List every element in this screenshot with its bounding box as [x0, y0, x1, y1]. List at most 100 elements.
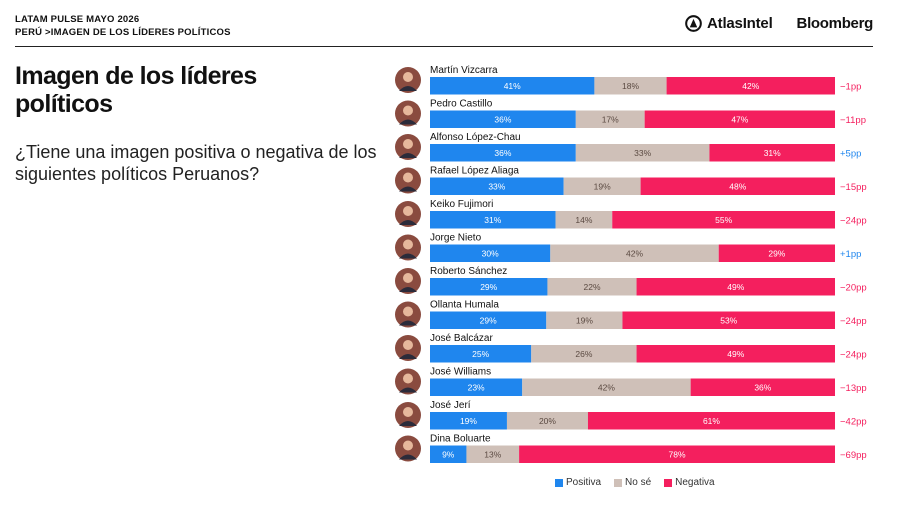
chart-legend: Positiva No sé Negativa — [555, 477, 715, 488]
bar-segment-unsure — [547, 278, 637, 296]
data-label-negative: 49% — [727, 349, 744, 359]
bar-segment-unsure — [531, 345, 637, 363]
data-label-negative: 53% — [720, 316, 737, 326]
data-label-unsure: 22% — [583, 282, 600, 292]
data-label-positive: 31% — [484, 215, 501, 225]
avatar-body-icon — [399, 320, 417, 326]
bar-segment-positive — [430, 211, 556, 229]
report-kicker: LATAM PULSE MAYO 2026 — [15, 14, 140, 25]
data-label-positive: 23% — [468, 383, 485, 393]
avatar-body-icon — [399, 387, 417, 393]
avatar-body-icon — [399, 86, 417, 91]
bar-segment-unsure — [546, 311, 623, 329]
avatar-face-icon — [403, 407, 413, 417]
politician-name: Keiko Fujimori — [430, 199, 493, 210]
legend-label-unsure: No sé — [625, 477, 652, 488]
bar-segment-positive — [430, 445, 467, 463]
legend-swatch-negative — [664, 478, 673, 487]
change-label: −20pp — [840, 282, 867, 293]
bar-segment-positive — [430, 177, 564, 195]
page-title: Imagen de los líderes políticos — [15, 62, 257, 118]
avatar-face-icon — [403, 340, 413, 350]
bar-segment-negative — [640, 177, 835, 195]
change-label: −24pp — [840, 349, 867, 360]
data-label-positive: 36% — [494, 148, 511, 158]
legend-item-negative: Negativa — [664, 477, 715, 488]
data-label-negative: 42% — [742, 81, 759, 91]
data-label-negative: 31% — [764, 148, 781, 158]
data-label-unsure: 19% — [576, 316, 593, 326]
bar-segment-negative — [718, 244, 835, 262]
data-label-positive: 30% — [482, 249, 499, 259]
change-label: −42pp — [840, 416, 867, 427]
bar-segment-unsure — [563, 177, 641, 195]
data-label-negative: 61% — [703, 416, 720, 426]
bar-segment-negative — [636, 345, 835, 363]
bar-segment-unsure — [575, 110, 645, 128]
change-label: −69pp — [840, 450, 867, 461]
legend-item-positive: Positiva — [555, 477, 601, 488]
chart-row: Roberto Sánchez 29% 22% 49% −20pp — [395, 266, 867, 296]
data-label-unsure: 17% — [602, 115, 619, 125]
chart-row: José Jerí 19% 20% 61% −42pp — [395, 400, 867, 430]
chart-row: Martín Vizcarra 41% 18% 42% −1pp — [395, 65, 861, 95]
data-label-positive: 25% — [472, 349, 489, 359]
data-label-unsure: 26% — [575, 349, 592, 359]
change-label: −11pp — [840, 115, 866, 126]
avatar-face-icon — [403, 306, 413, 317]
chart-row: José Williams 23% 42% 36% −13pp — [395, 367, 867, 396]
data-label-positive: 36% — [494, 115, 511, 125]
data-label-unsure: 14% — [575, 215, 592, 225]
change-label: +1pp — [840, 249, 861, 260]
legend-swatch-unsure — [614, 478, 623, 487]
data-label-positive: 41% — [504, 81, 521, 91]
bar-segment-positive — [430, 77, 595, 95]
header-left: LATAM PULSE MAYO 2026 PERÚ >IMAGEN DE LO… — [15, 13, 231, 39]
header-divider — [15, 46, 873, 47]
data-label-negative: 47% — [731, 115, 748, 125]
data-label-unsure: 42% — [598, 383, 615, 393]
bar-segment-positive — [430, 144, 576, 162]
politician-name: José Balcázar — [430, 333, 493, 344]
chart-row: José Balcázar 25% 26% 49% −24pp — [395, 333, 867, 363]
politician-name: Ollanta Humala — [430, 300, 499, 311]
data-label-negative: 49% — [727, 282, 744, 292]
data-label-negative: 78% — [669, 450, 686, 460]
bar-segment-positive — [430, 110, 576, 128]
politician-name: José Williams — [430, 367, 491, 378]
bar-segment-unsure — [550, 244, 719, 262]
avatar-face-icon — [403, 239, 413, 250]
data-label-negative: 29% — [768, 249, 785, 259]
avatar-body-icon — [399, 421, 417, 426]
data-label-positive: 29% — [480, 316, 497, 326]
bar-segment-unsure — [466, 445, 520, 463]
politician-name: Dina Boluarte — [430, 434, 491, 445]
chart-row: Dina Boluarte 9% 13% 78% −69pp — [395, 434, 867, 463]
bar-segment-negative — [636, 278, 835, 296]
politician-name: Rafael López Aliaga — [430, 166, 519, 177]
avatar-face-icon — [403, 172, 413, 183]
data-label-positive: 29% — [480, 282, 497, 292]
survey-question: ¿Tiene una imagen positiva o negativa de… — [15, 142, 377, 184]
favorability-chart: Martín Vizcarra 41% 18% 42% −1pp Pedro Castil… — [395, 65, 867, 463]
atlasintel-mark-icon — [685, 15, 702, 32]
avatar-body-icon — [399, 220, 417, 225]
avatar-body-icon — [399, 454, 417, 460]
chart-row: Ollanta Humala 29% 19% 53% −24pp — [395, 300, 867, 329]
data-label-negative: 48% — [729, 182, 746, 192]
bar-segment-negative — [709, 144, 835, 162]
atlasintel-wordmark: AtlasIntel — [707, 15, 773, 32]
bar-segment-negative — [612, 211, 835, 229]
data-label-unsure: 20% — [539, 416, 556, 426]
bar-segment-unsure — [594, 77, 667, 95]
data-label-unsure: 19% — [594, 182, 611, 192]
bar-segment-negative — [644, 110, 835, 128]
bar-segment-unsure — [555, 211, 613, 229]
bar-segment-positive — [430, 412, 507, 430]
bar-segment-unsure — [575, 144, 710, 162]
legend-label-positive: Positiva — [566, 477, 602, 488]
data-label-positive: 19% — [460, 416, 477, 426]
avatar-body-icon — [399, 186, 417, 192]
avatar-face-icon — [403, 440, 413, 451]
data-label-negative: 55% — [715, 215, 732, 225]
